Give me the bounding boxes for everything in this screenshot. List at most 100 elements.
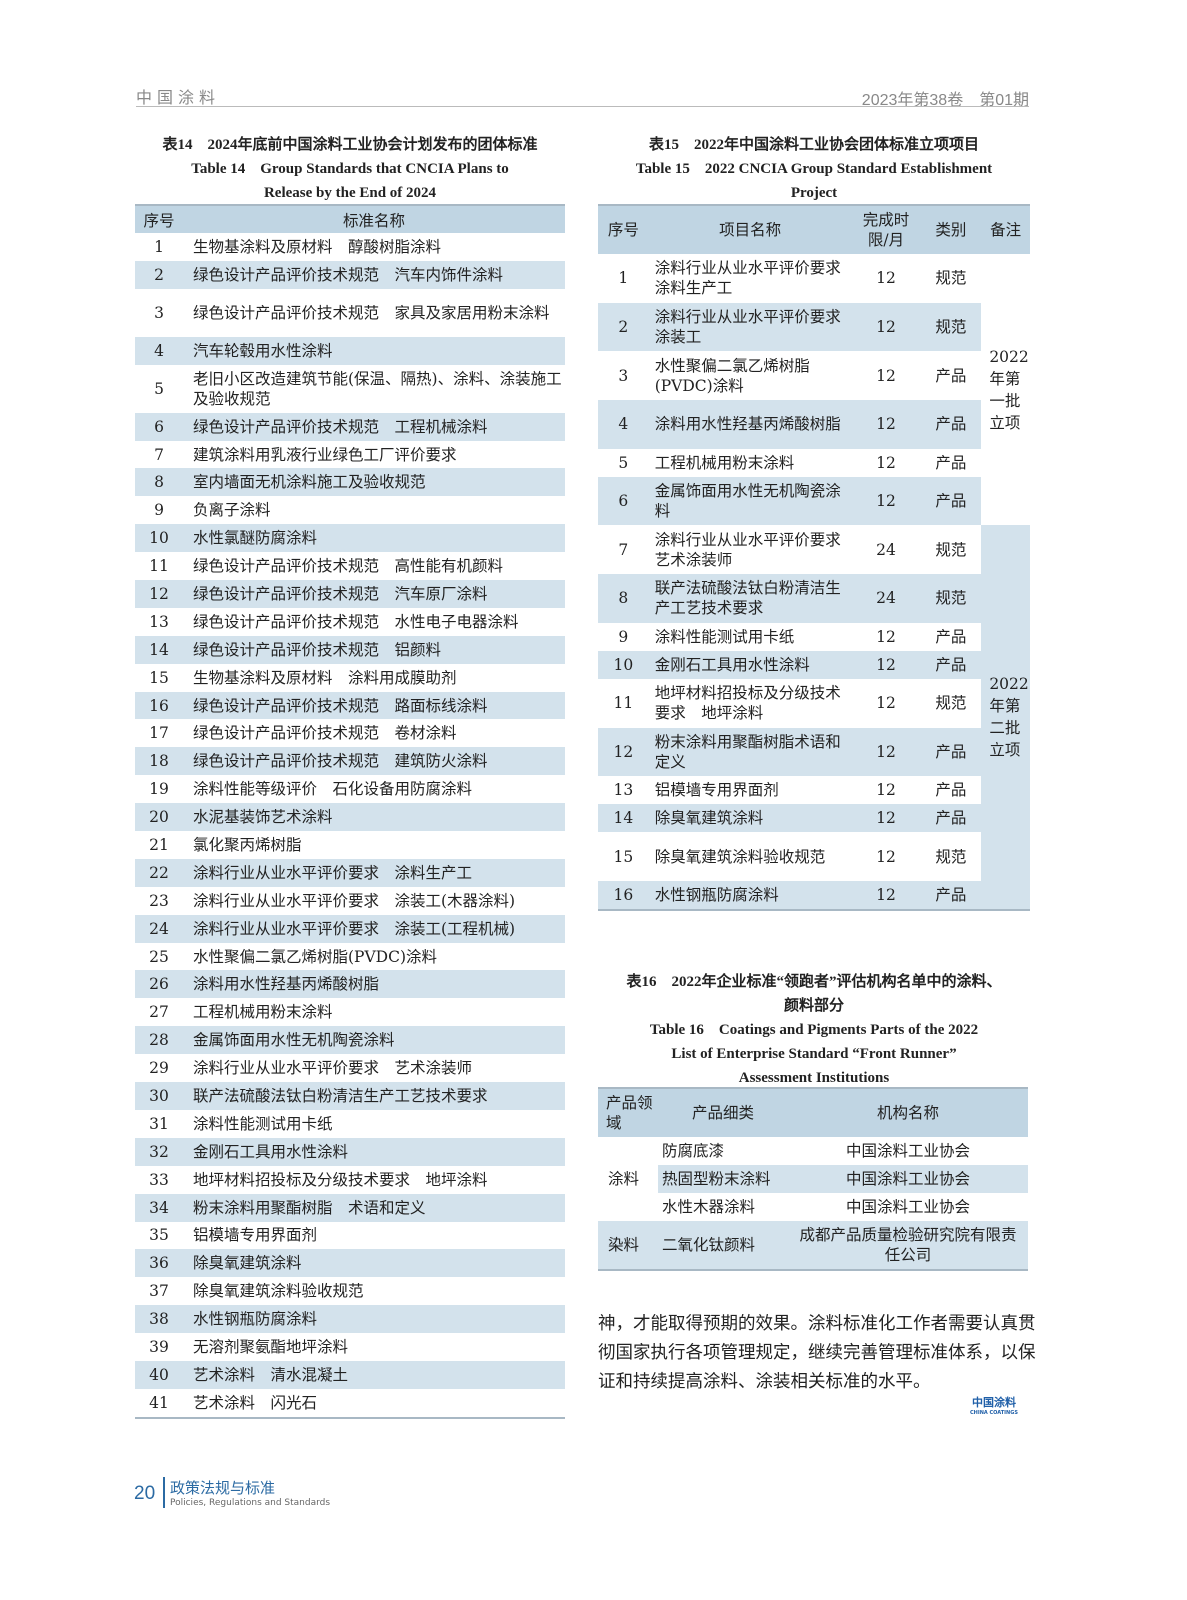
table-row: 2 涂料行业从业水平评价要求 涂装工 12 规范: [598, 302, 1030, 352]
row-number: 34: [135, 1193, 183, 1222]
table-row: 25 水性聚偏二氯乙烯树脂(PVDC)涂料: [135, 943, 565, 971]
journal-name: 中国涂料: [136, 88, 221, 107]
standard-name: 除臭氧建筑涂料验收规范: [193, 1282, 364, 1301]
project-name: 水性聚偏二氯乙烯树脂(PVDC)涂料: [654, 356, 810, 395]
standard-name: 无溶剂聚氨酯地坪涂料: [193, 1338, 349, 1356]
table-row: 6 金属饰面用水性无机陶瓷涂料 12 产品: [598, 476, 1030, 526]
category: 规范: [935, 847, 967, 866]
category: 规范: [935, 694, 967, 713]
table-row: 16 绿色设计产品评价技术规范 路面标线涂料: [135, 691, 565, 720]
table-row: 11 地坪材料招投标及分级技术要求 地坪涂料 12 规范: [598, 679, 1030, 728]
standard-name: 涂料性能等级评价 石化设备用防腐涂料: [193, 780, 473, 799]
project-name: 金属饰面用水性无机陶瓷涂料: [648, 476, 852, 526]
row-number: 39: [149, 1338, 169, 1356]
row-number: 2: [135, 260, 183, 289]
deadline: 12: [876, 847, 896, 866]
table-row: 20 水泥基装饰艺术涂料: [135, 803, 565, 832]
row-number: 40: [135, 1360, 183, 1389]
table-row: 15 生物基涂料及原材料 涂料用成膜助剂: [135, 664, 565, 692]
project-name: 联产法硫酸法钛白粉清洁生产工艺技术要求: [648, 574, 852, 623]
table-row: 5 工程机械用粉末涂料 12 产品: [598, 449, 1030, 477]
table15: 序号 项目名称 完成时限/月 类别 备注 1 涂料行业从业水平评价要求 涂料生产工…: [598, 204, 1030, 911]
table-row: 8 联产法硫酸法钛白粉清洁生产工艺技术要求 24 规范: [598, 574, 1030, 623]
logo-zh: 中国涂料: [971, 1396, 1016, 1409]
project-name: 铝模墙专用界面剂: [654, 781, 779, 800]
standard-name: 生物基涂料及原材料 涂料用成膜助剂: [193, 668, 457, 687]
table-row: 13 绿色设计产品评价技术规范 水性电子电器涂料: [135, 608, 565, 636]
standard-name: 绿色设计产品评价技术规范 工程机械涂料: [183, 412, 565, 441]
deadline: 24: [876, 540, 896, 559]
remark: 2022年第二批立项: [981, 525, 1030, 910]
standard-name: 金属饰面用水性无机陶瓷涂料: [183, 1026, 565, 1055]
table-row: 3 绿色设计产品评价技术规范 家具及家居用粉末涂料: [135, 289, 565, 337]
col-header: 序号: [598, 205, 649, 254]
row-number: 15: [613, 847, 634, 866]
row-number: 22: [135, 858, 183, 887]
row-number: 11: [149, 557, 169, 576]
cell: 二氧化钛颜料: [658, 1221, 788, 1270]
standard-name: 绿色设计产品评价技术规范 铝颜料: [183, 635, 565, 664]
table16-title-en: List of Enterprise Standard “Front Runne…: [671, 1046, 957, 1062]
table-row: 17 绿色设计产品评价技术规范 卷材涂料: [135, 719, 565, 747]
category: 产品: [935, 453, 967, 472]
table-row: 28 金属饰面用水性无机陶瓷涂料: [135, 1026, 565, 1055]
cell: 防腐底漆: [662, 1142, 725, 1160]
logo-en: CHINA COATINGS: [970, 1410, 1018, 1416]
standard-name: 水性氯醚防腐涂料: [183, 524, 565, 553]
category: 产品: [920, 476, 982, 526]
table-row: 26 涂料用水性羟基丙烯酸树脂: [135, 970, 565, 999]
standard-name: 氯化聚丙烯树脂: [193, 835, 302, 854]
deadline: 12: [851, 400, 921, 449]
deadline: 12: [851, 804, 921, 833]
category: 产品: [920, 727, 982, 777]
standard-name: 涂料行业从业水平评价要求 涂装工(工程机械): [183, 914, 565, 943]
table-row: 10 水性氯醚防腐涂料: [135, 524, 565, 553]
row-number: 23: [149, 891, 169, 910]
table15-title-en: Project: [790, 185, 838, 201]
table-row: 24 涂料行业从业水平评价要求 涂装工(工程机械): [135, 914, 565, 943]
standard-name: 绿色设计产品评价技术规范 建筑防火涂料: [183, 747, 565, 776]
table-row: 29 涂料行业从业水平评价要求 艺术涂装师: [135, 1054, 565, 1082]
row-number: 12: [598, 727, 649, 777]
table-row: 4 涂料用水性羟基丙烯酸树脂 12 产品: [598, 400, 1030, 449]
col-header: 备注: [981, 205, 1030, 254]
row-number: 6: [135, 412, 183, 441]
standard-name: 铝模墙专用界面剂: [193, 1226, 318, 1245]
row-number: 9: [154, 501, 164, 520]
table15-title-zh: 表15 2022年中国涂料工业协会团体标准立项项目: [648, 137, 979, 153]
remark: 2022年第一批立项: [981, 254, 1030, 526]
row-number: 32: [135, 1137, 183, 1166]
deadline: 12: [876, 269, 896, 288]
table-row: 9 负离子涂料: [135, 496, 565, 524]
project-name: 涂料行业从业水平评价要求 涂料生产工: [654, 259, 857, 298]
row-number: 28: [135, 1026, 183, 1055]
category: 规范: [935, 540, 967, 559]
standard-name: 艺术涂料 闪光石: [193, 1393, 318, 1412]
cell: 中国涂料工业协会: [845, 1198, 970, 1216]
category: 规范: [935, 269, 967, 288]
row-number: 14: [598, 804, 649, 833]
project-name: 涂料行业从业水平评价要求 艺术涂装师: [654, 530, 857, 569]
table-row: 21 氯化聚丙烯树脂: [135, 831, 565, 859]
col-header: 机构名称: [788, 1088, 1028, 1137]
row-number: 10: [135, 524, 183, 553]
row-number: 14: [135, 635, 183, 664]
cell: 热固型粉末涂料: [658, 1165, 788, 1193]
category: 产品: [935, 366, 967, 385]
page-number: 20: [134, 1483, 156, 1504]
standard-name: 涂料性能测试用卡纸: [193, 1114, 333, 1133]
row-number: 27: [149, 1003, 169, 1022]
row-number: 3: [154, 303, 164, 322]
table-row: 30 联产法硫酸法钛白粉清洁生产工艺技术要求: [135, 1082, 565, 1110]
deadline: 12: [851, 302, 921, 352]
row-number: 9: [618, 627, 629, 646]
deadline: 12: [876, 694, 896, 713]
table15-title-en: Table 15 2022 CNCIA Group Standard Estab…: [635, 161, 993, 177]
row-number: 36: [135, 1249, 183, 1278]
category: 产品: [935, 781, 967, 800]
row-number: 20: [135, 803, 183, 832]
col-header: 序号: [135, 205, 183, 233]
standard-name: 工程机械用粉末涂料: [193, 1003, 333, 1022]
standard-name: 联产法硫酸法钛白粉清洁生产工艺技术要求: [183, 1082, 565, 1110]
table-row: 9 涂料性能测试用卡纸 12 产品: [598, 623, 1030, 651]
